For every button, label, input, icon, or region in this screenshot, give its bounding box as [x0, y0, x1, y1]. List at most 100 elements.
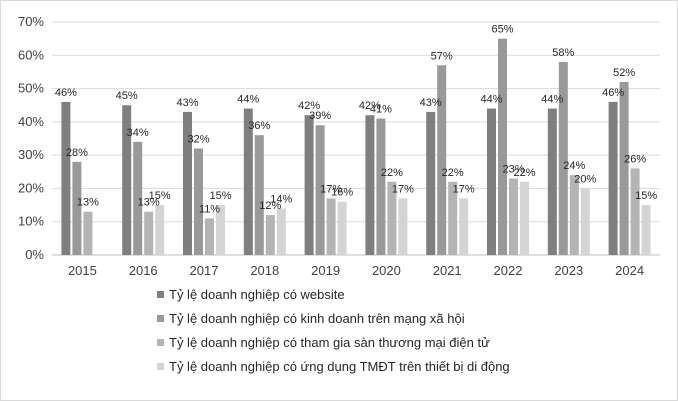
- data-label: 41%: [370, 104, 392, 116]
- legend-label: Tỷ lệ doanh nghiệp có kinh doanh trên mạ…: [169, 311, 465, 326]
- bar: [387, 181, 397, 255]
- x-tick-label: 2020: [372, 263, 401, 278]
- data-label: 12%: [259, 200, 281, 212]
- bar: [630, 168, 640, 255]
- data-label: 26%: [624, 153, 646, 165]
- bar: [144, 211, 154, 255]
- x-tick-label: 2018: [250, 263, 279, 278]
- bar: [265, 215, 275, 255]
- bar: [205, 218, 214, 255]
- data-label: 15%: [635, 190, 657, 202]
- x-tick-label: 2015: [68, 263, 97, 278]
- bar: [520, 181, 529, 255]
- y-tick-label: 40%: [18, 114, 44, 129]
- data-label: 44%: [541, 94, 563, 106]
- legend-swatch: [157, 291, 164, 298]
- data-label: 17%: [392, 183, 414, 195]
- y-tick-label: 50%: [18, 81, 44, 96]
- data-label: 11%: [199, 203, 220, 215]
- data-label: 20%: [574, 173, 596, 185]
- data-label: 16%: [331, 187, 353, 199]
- y-tick-label: 30%: [18, 147, 44, 162]
- data-label: 43%: [176, 97, 198, 109]
- data-label: 24%: [563, 160, 585, 172]
- bar: [608, 101, 618, 255]
- bar: [72, 161, 82, 255]
- legend-label: Tỷ lệ doanh nghiệp có website: [169, 287, 345, 302]
- data-label: 13%: [138, 197, 160, 209]
- data-label: 58%: [552, 47, 574, 59]
- data-label: 45%: [116, 90, 138, 102]
- bar: [641, 205, 651, 255]
- x-tick-label: 2019: [311, 263, 340, 278]
- bar: [243, 108, 253, 256]
- bar: [398, 198, 408, 255]
- bar: [216, 205, 225, 255]
- bar: [569, 175, 579, 255]
- data-label: 46%: [602, 87, 624, 99]
- x-tick-label: 2024: [615, 263, 644, 278]
- legend-label: Tỷ lệ doanh nghiệp có ứng dụng TMĐT trên…: [169, 359, 510, 374]
- bar: [133, 141, 143, 255]
- data-label: 22%: [513, 167, 535, 179]
- legend-label: Tỷ lệ doanh nghiệp có tham gia sàn thươn…: [169, 335, 490, 350]
- y-tick-label: 0%: [25, 247, 44, 262]
- x-axis-ticks: 2015 2016 2017 2018 2019 2020 2021 2022 2023 2024: [68, 263, 644, 278]
- bar: [337, 201, 347, 255]
- data-label: 39%: [309, 110, 331, 122]
- bar: [61, 101, 71, 255]
- data-label: 42%: [359, 100, 381, 112]
- bar: [558, 61, 568, 255]
- bar: [155, 205, 165, 255]
- data-label: 22%: [442, 167, 464, 179]
- bar: [509, 178, 518, 255]
- x-tick-label: 2021: [433, 263, 462, 278]
- data-label: 15%: [209, 190, 231, 202]
- data-label: 52%: [613, 67, 635, 79]
- bar: [426, 111, 436, 255]
- bar: [437, 65, 447, 256]
- bar: [459, 198, 469, 255]
- bar: [183, 111, 192, 255]
- data-label: 13%: [77, 197, 99, 209]
- data-label: 46%: [55, 87, 77, 99]
- bar: [254, 135, 264, 255]
- data-label: 15%: [149, 190, 171, 202]
- data-label: 14%: [270, 193, 292, 205]
- bar: [487, 108, 496, 256]
- x-tick-label: 2022: [494, 263, 523, 278]
- gridlines: [52, 21, 660, 256]
- data-labels: 46%28%13%45%34%13%15%43%32%11%15%44%36%1…: [55, 24, 657, 216]
- data-label: 44%: [480, 94, 502, 106]
- legend-swatch: [157, 339, 164, 346]
- data-label: 17%: [453, 183, 475, 195]
- bar: [498, 38, 507, 256]
- y-axis-ticks: 0% 10% 20% 30% 40% 50% 60% 70%: [18, 14, 44, 262]
- data-label: 36%: [248, 120, 270, 132]
- bar: [376, 118, 386, 256]
- data-label: 42%: [298, 100, 320, 112]
- x-tick-label: 2023: [554, 263, 583, 278]
- bar: [365, 115, 375, 255]
- bar: [304, 115, 314, 255]
- y-tick-label: 60%: [18, 47, 44, 62]
- bars: [61, 38, 651, 256]
- legend-swatch: [157, 363, 164, 370]
- bar: [122, 105, 132, 255]
- data-label: 17%: [320, 183, 342, 195]
- bar: [276, 208, 286, 255]
- bar: [315, 125, 325, 255]
- data-label: 34%: [127, 127, 149, 139]
- bar: [580, 188, 590, 255]
- data-label: 57%: [431, 50, 453, 62]
- data-label: 43%: [420, 97, 442, 109]
- y-tick-label: 10%: [18, 214, 44, 229]
- legend-swatch: [157, 315, 164, 322]
- y-tick-label: 20%: [18, 180, 44, 195]
- data-label: 44%: [237, 94, 259, 106]
- bar: [547, 108, 557, 256]
- bar: [326, 198, 336, 255]
- data-label: 22%: [381, 167, 403, 179]
- bar: [619, 81, 629, 256]
